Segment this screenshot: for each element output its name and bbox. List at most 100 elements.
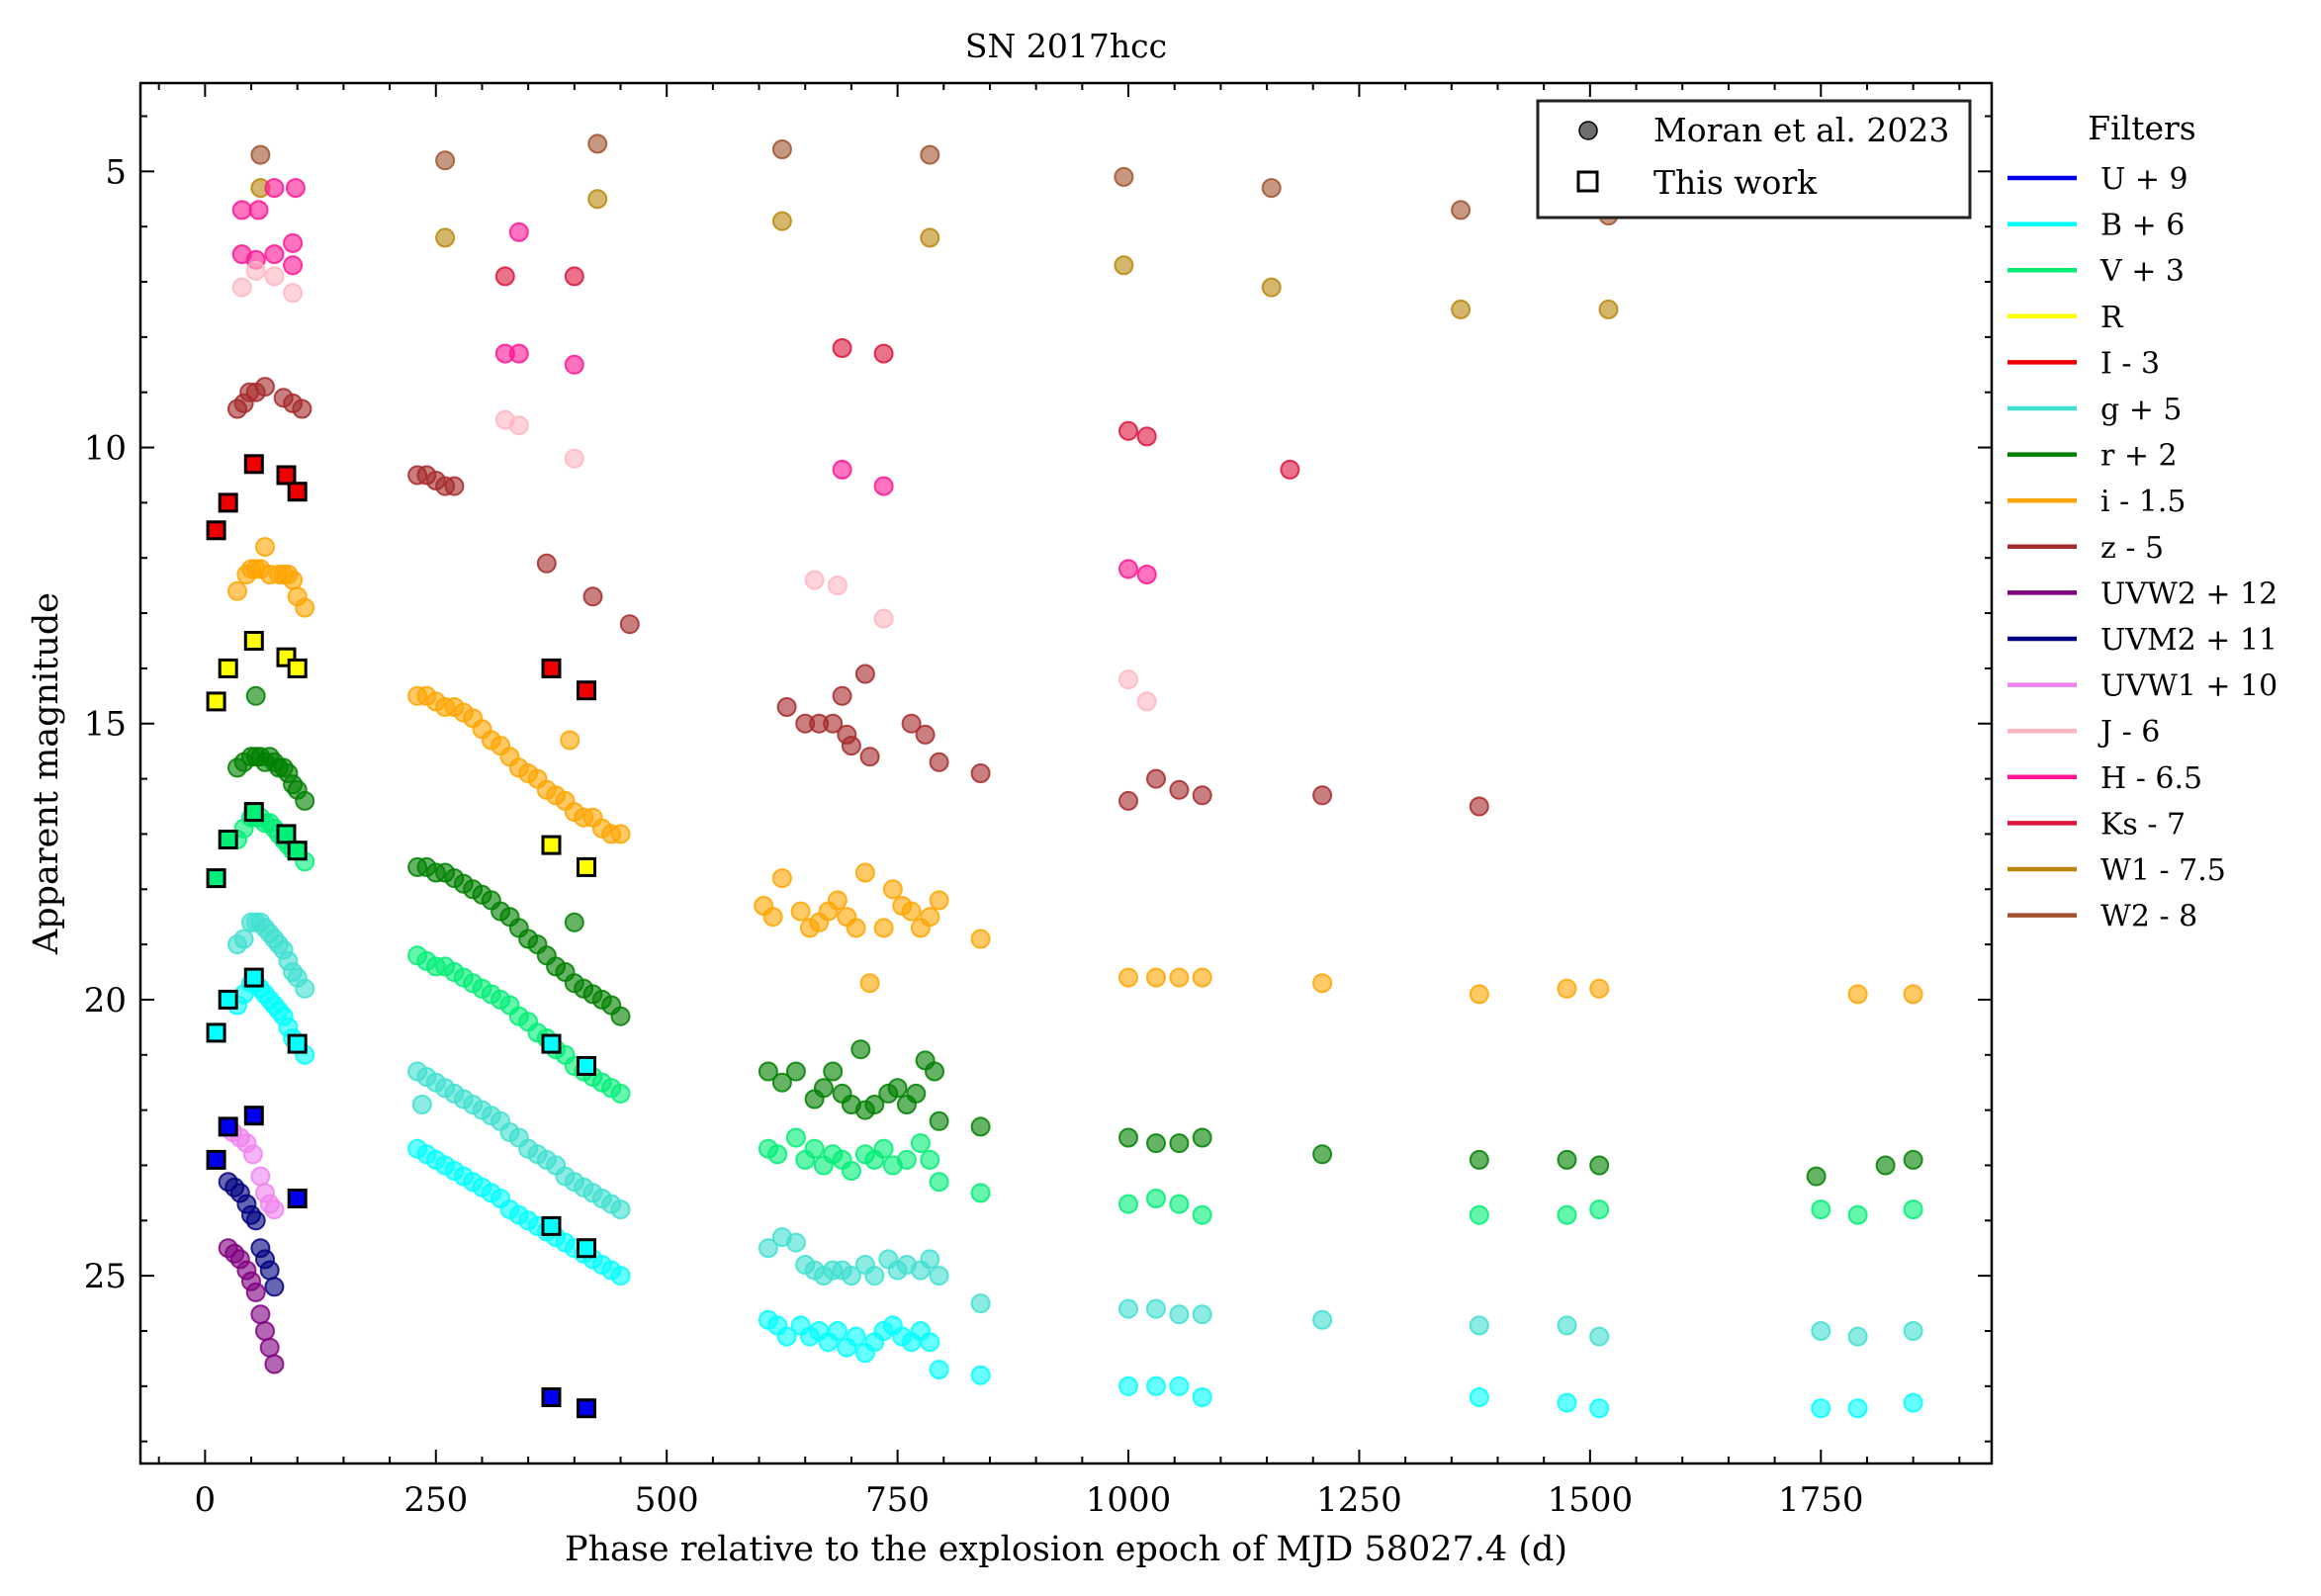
data-point: [255, 377, 275, 398]
data-point-square: [243, 802, 264, 823]
data-point: [771, 1072, 792, 1093]
data-point: [250, 1304, 271, 1325]
data-point: [767, 1144, 788, 1165]
data-point: [970, 929, 991, 949]
data-point: [1192, 1304, 1212, 1325]
data-point: [245, 1282, 266, 1302]
filter-legend-label: UVM2 + 11: [2100, 623, 2277, 658]
data-point: [901, 713, 922, 734]
series-this-work-i-3: [206, 454, 596, 701]
data-point: [1557, 1392, 1577, 1413]
data-point-square: [206, 520, 226, 541]
data-point: [250, 144, 271, 165]
x-tick-label: 1750: [1778, 1480, 1864, 1520]
data-point: [929, 1172, 949, 1193]
data-point: [859, 973, 880, 994]
data-point: [587, 133, 608, 154]
data-point: [771, 139, 792, 159]
data-point: [827, 1321, 848, 1341]
data-point: [248, 200, 269, 221]
data-point: [882, 879, 903, 900]
data-point: [1192, 967, 1212, 988]
data-point: [264, 1277, 285, 1297]
data-point: [901, 901, 922, 922]
series-this-work-u-9: [206, 1106, 596, 1419]
filter-legend-label: g + 5: [2100, 393, 2183, 427]
data-point: [283, 283, 304, 304]
data-point: [255, 1321, 275, 1341]
filter-legend-label: UVW2 + 12: [2100, 576, 2277, 611]
data-point-square: [206, 1022, 226, 1043]
data-point: [758, 1061, 778, 1082]
data-point: [832, 685, 852, 706]
data-point: [841, 736, 861, 756]
data-point: [1811, 1199, 1831, 1220]
data-point: [411, 1095, 432, 1114]
data-point-square: [287, 841, 308, 861]
filter-legend-label: I - 3: [2100, 346, 2160, 381]
data-point: [1192, 1127, 1212, 1148]
data-point: [231, 200, 252, 221]
data-point: [920, 227, 940, 248]
data-point: [1589, 1398, 1610, 1419]
x-tick-label: 1250: [1316, 1480, 1402, 1520]
y-tick-label: 20: [84, 981, 127, 1020]
data-point: [910, 1133, 931, 1154]
data-point: [1136, 565, 1157, 584]
series-moran-h-6-5: [231, 178, 1157, 584]
data-point: [776, 1326, 797, 1347]
data-point: [846, 1326, 866, 1347]
data-point: [785, 1127, 806, 1148]
data-point: [1118, 1194, 1138, 1214]
x-tick-label: 750: [865, 1480, 930, 1520]
data-point: [929, 1110, 949, 1131]
data-point: [1312, 1144, 1333, 1165]
data-point: [896, 1149, 917, 1170]
data-point-square: [541, 1387, 562, 1407]
legend-this-work-label: This work: [1653, 163, 1818, 202]
data-point: [264, 1354, 285, 1374]
series-moran-z-5: [227, 377, 1489, 817]
data-point-square: [206, 1149, 226, 1170]
data-point: [1598, 299, 1619, 319]
filter-legend-label: z - 5: [2100, 531, 2164, 566]
data-point-square: [577, 856, 596, 877]
data-point: [283, 255, 304, 276]
data-point: [915, 724, 936, 745]
filter-legend-label: J - 6: [2098, 715, 2160, 750]
series-moran-uvm2-11: [218, 1172, 285, 1297]
data-point: [1146, 768, 1166, 789]
data-point-square: [287, 1033, 308, 1054]
data-point: [619, 614, 640, 635]
data-point: [233, 929, 254, 949]
data-point: [864, 1266, 885, 1286]
data-point: [1118, 790, 1138, 811]
data-point: [1847, 1326, 1868, 1347]
data-point: [1903, 1149, 1923, 1170]
data-point-square: [276, 824, 297, 844]
data-point-square: [206, 691, 226, 712]
data-point: [1118, 420, 1138, 441]
data-point: [1261, 277, 1282, 298]
data-point: [259, 1260, 280, 1281]
series-moran-r-2: [227, 685, 1923, 1187]
data-point: [610, 824, 631, 844]
data-point: [264, 244, 285, 265]
data-point: [970, 1116, 991, 1137]
data-point: [776, 697, 797, 717]
data-point: [771, 868, 792, 889]
data-point: [785, 1232, 806, 1253]
data-point: [804, 570, 825, 590]
data-point-square: [577, 1398, 596, 1419]
data-point: [771, 211, 792, 231]
data-point: [1114, 166, 1134, 187]
data-point: [1557, 978, 1577, 999]
data-point: [1811, 1398, 1831, 1419]
series-this-work-v-3: [206, 802, 308, 889]
data-point-square: [218, 989, 238, 1010]
data-point: [1118, 1375, 1138, 1396]
data-point: [1469, 984, 1489, 1005]
data-point-square: [243, 1106, 264, 1126]
data-point: [1136, 691, 1157, 712]
data-point-square: [577, 680, 596, 701]
